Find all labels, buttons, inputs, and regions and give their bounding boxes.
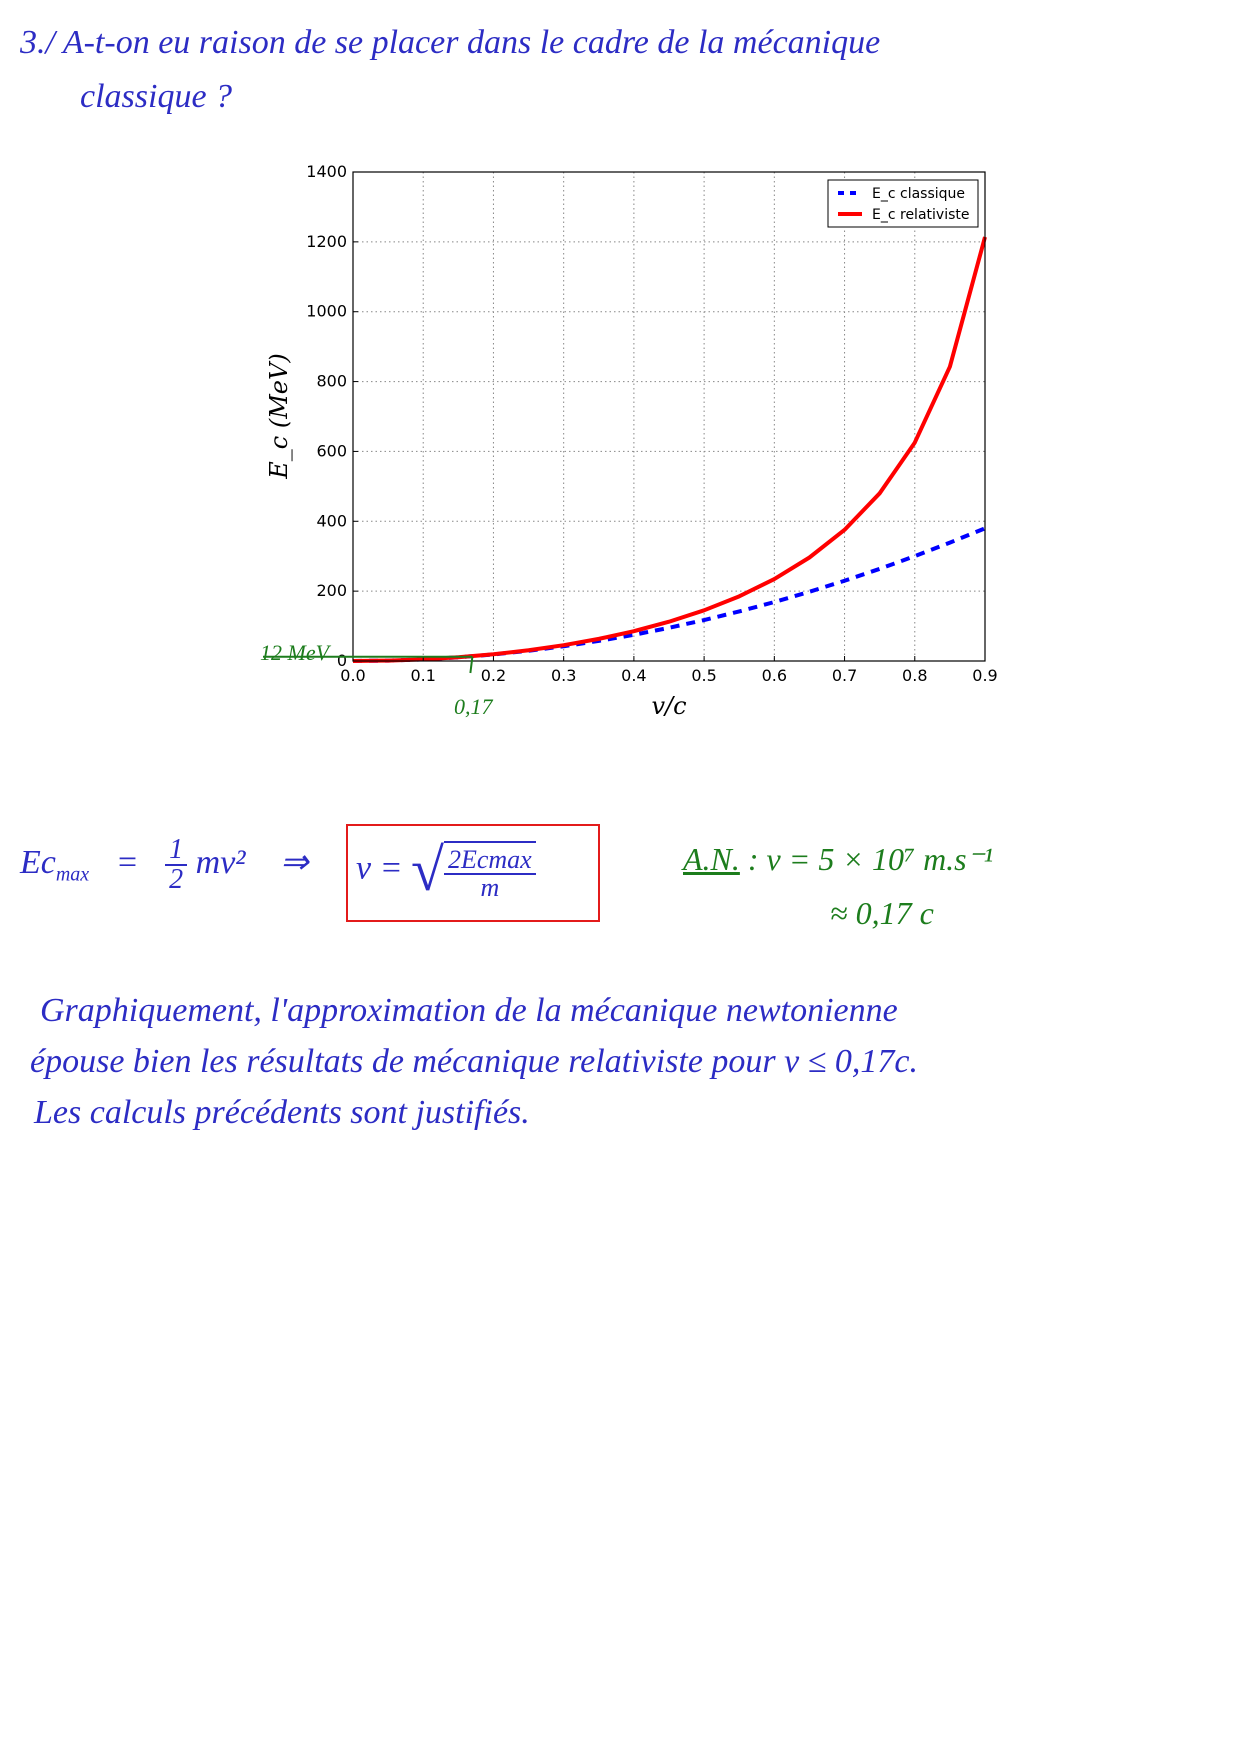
x-tick-label: 0.6 [762,666,787,685]
x-axis-label: v/c [651,692,686,720]
conclusion-line-1: Graphiquement, l'approximation de la méc… [40,992,898,1029]
sqrt-sign: √ [411,837,444,903]
y-tick-label: 600 [316,441,347,460]
velocity-formula: v = √ 2Ecmax m [356,836,536,905]
y-tick-label: 1200 [306,232,347,251]
energy-annotation: 12 MeV [260,640,332,665]
series-line-classique [352,526,986,663]
ec-subscript: max [55,863,90,886]
conclusion-line-2: épouse bien les résultats de mécanique r… [30,1043,918,1080]
kinetic-energy-chart: 0.0 0.1 0.2 0.3 0.4 0.5 0.6 0.7 0.8 0.9 0 200 400 600… [260,162,998,720]
an-value: : v = 5 × 10⁷ m.s⁻¹ [747,841,994,877]
result-box [346,824,600,922]
implies-arrow: ⇒ [279,843,309,881]
x-tick-label: 0.0 [340,666,365,685]
x-tick-label: 0.2 [481,666,506,685]
y-tick-label: 800 [316,372,347,391]
an-approx: ≈ 0,17 c [830,895,934,931]
y-tick-label: 0 [337,651,347,670]
x-tick-label: 0.7 [832,666,857,685]
numeric-application: A.N. : v = 5 × 10⁷ m.s⁻¹ [683,840,993,878]
x-tick-label: 0.5 [691,666,716,685]
equals-sign: = [115,843,139,881]
x-tick-label: 0.1 [410,666,435,685]
question-line-1: 3./ A-t-on eu raison de se placer dans l… [20,24,881,61]
y-tick-label: 1400 [306,162,347,181]
an-label: A.N. [683,841,740,877]
x-tick-label: 0.4 [621,666,646,685]
x-tick-label: 0.3 [551,666,576,685]
speed-guide-line [469,656,474,674]
v-equals: v = [356,849,403,887]
mv-squared: mv² [195,843,246,881]
legend: E_c classique E_c relativiste [827,179,979,228]
y-tick-label: 1000 [306,302,347,321]
handwritten-annotations [263,655,474,674]
x-tick-label: 0.8 [902,666,927,685]
y-axis-label: E_c (MeV) [265,353,293,479]
legend-label-relativiste: E_c relativiste [872,207,969,223]
y-tick-label: 400 [316,511,347,530]
ec-symbol: Ec [20,843,56,881]
x-tick-label: 0.9 [972,666,997,685]
chart-series [352,236,987,663]
conclusion-line-3: Les calculs précédents sont justifiés. [34,1094,530,1131]
chart-grid [353,172,985,661]
series-line-relativiste [352,236,987,663]
question-line-2: classique ? [80,78,233,115]
plot-frame [352,171,986,662]
speed-annotation: 0,17 [454,694,494,719]
legend-label-classique: E_c classique [872,186,965,202]
y-tick-label: 200 [316,581,347,600]
chart-ticks: 0.0 0.1 0.2 0.3 0.4 0.5 0.6 0.7 0.8 0.9 0 200 400 600… [306,162,997,685]
legend-box [827,179,979,228]
sqrt-fraction: 2Ecmax m [443,840,536,901]
